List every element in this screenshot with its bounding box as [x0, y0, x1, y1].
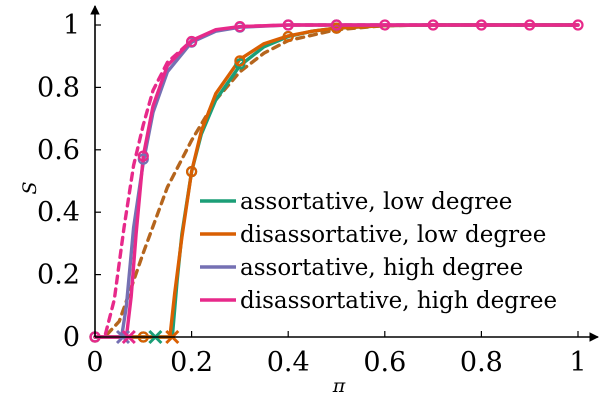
legend-label: assortative, low degree [240, 189, 512, 215]
data-point-4 [137, 150, 149, 162]
x-tick-label: 0.8 [460, 347, 503, 378]
tick-labels: 0 0.2 0.4 0.6 0.8 1 0 0.2 0.4 0.6 0.8 1 [37, 10, 587, 378]
data-point-4 [524, 19, 536, 31]
data-point-4 [572, 19, 584, 31]
legend-label: disassortative, low degree [240, 222, 546, 248]
legend: assortative, low degree disassortative, l… [196, 182, 600, 328]
legend-box [196, 182, 600, 328]
x-tick-label: 0.4 [267, 347, 310, 378]
x-tick-label: 1 [569, 347, 586, 378]
data-point-4 [427, 19, 439, 31]
y-tick-label: 0.6 [37, 135, 80, 166]
data-point-1 [234, 55, 246, 67]
y-tick-label: 0.2 [37, 260, 80, 291]
x-tick-label: 0.6 [363, 347, 406, 378]
y-tick-label: 0 [63, 322, 80, 353]
y-axis-label: S [19, 181, 41, 194]
data-point-4 [475, 19, 487, 31]
series-group [89, 19, 584, 345]
y-tick-label: 1 [63, 10, 80, 41]
x-tick-label: 0.2 [170, 347, 213, 378]
legend-label: disassortative, high degree [240, 288, 557, 314]
data-point-4 [282, 19, 294, 31]
data-point-4 [186, 35, 198, 48]
legend-label: assortative, high degree [240, 255, 523, 281]
data-point-4 [330, 19, 343, 31]
x-tick-label: 0 [86, 347, 103, 378]
axes [90, 5, 599, 342]
y-tick-label: 0.4 [37, 197, 80, 228]
data-point-4 [379, 19, 391, 31]
y-tick-label: 0.8 [37, 72, 80, 103]
x-axis-label: π [332, 375, 346, 397]
data-point-4 [234, 20, 246, 33]
data-point-1 [282, 30, 294, 43]
series-line-4 [93, 23, 580, 339]
data-point-1 [186, 166, 198, 178]
